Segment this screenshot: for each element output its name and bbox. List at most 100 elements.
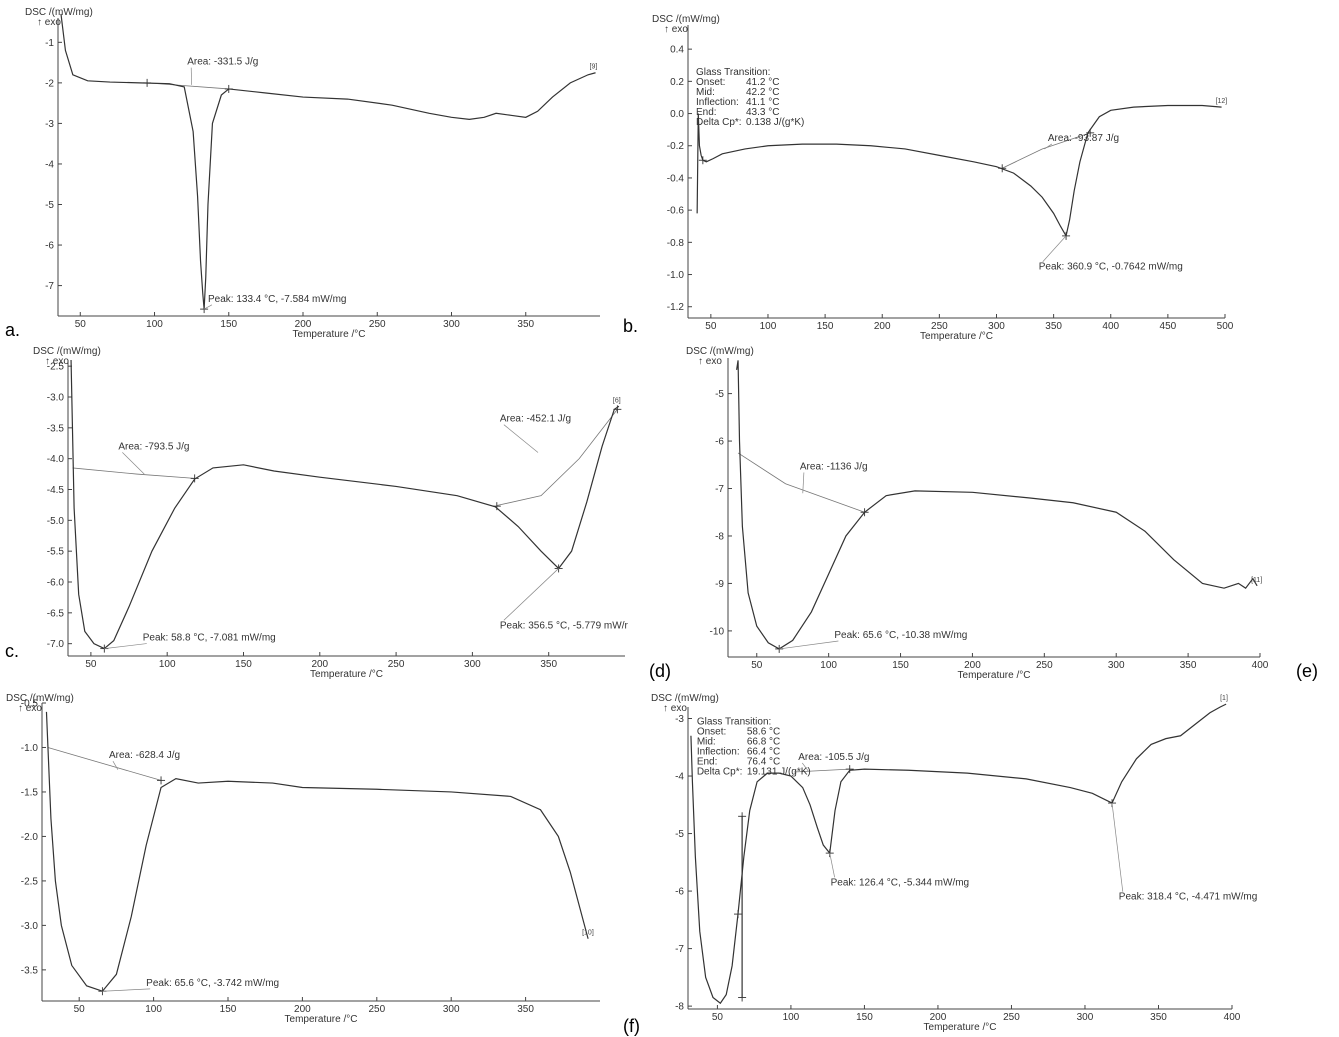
x-tick-label: 100: [760, 321, 777, 332]
glass-transition-value: 0.138 J/(g*K): [746, 117, 804, 128]
x-axis-title: Temperature /°C: [958, 670, 1031, 681]
x-axis-title: Temperature /°C: [310, 669, 383, 680]
y-tick-label: -0.8: [667, 238, 685, 249]
x-tick-label: 100: [820, 660, 837, 671]
x-tick-label: 50: [751, 660, 763, 671]
glass-transition-label: Delta Cp*:: [697, 766, 743, 777]
chart-panel-5: 50 100 150 200 250 300 350 -0.5 -1.0 -1.5 -2.0 -2.5…: [6, 693, 600, 1025]
y-axis-title: DSC /(mW/mg): [6, 693, 74, 704]
x-tick-label: 150: [220, 1004, 237, 1015]
y-tick-label: -0.4: [667, 173, 685, 184]
glass-transition-label: Onset:: [696, 77, 725, 88]
y-tick-label: -4.0: [47, 454, 65, 465]
annotation-leader: [779, 640, 839, 650]
y-tick-label: 0.2: [670, 77, 684, 88]
y-tick-label: -4: [675, 772, 684, 783]
chart-panel-4: 50 100 150 200 250 300 350 400 -5 -6 -7 -8 -9 -10 DSC …: [686, 346, 1269, 681]
x-tick-label: 150: [235, 659, 252, 670]
x-tick-label: 250: [369, 319, 386, 330]
y-tick-label: -6.5: [47, 608, 65, 619]
y-tick-label: -2.5: [47, 362, 65, 373]
panel-label-b: b.: [623, 316, 638, 336]
annotation-leader: [1042, 235, 1067, 262]
glass-transition-title: Glass Transition:: [697, 716, 771, 727]
dsc-curve: [60, 13, 596, 310]
annotation-label: Area: -452.1 J/g: [500, 414, 571, 425]
y-axis-subtitle: ↑ exo: [45, 356, 69, 367]
annotation-label: Area: -793.5 J/g: [118, 441, 189, 452]
annotation-leader: [1111, 803, 1124, 892]
y-tick-label: -2.0: [21, 832, 39, 843]
y-tick-label: -5.5: [47, 547, 65, 558]
y-tick-label: -8: [715, 531, 724, 542]
y-axis-title: DSC /(mW/mg): [25, 7, 93, 18]
y-tick-label: -5: [675, 829, 684, 840]
x-axis-title: Temperature /°C: [285, 1014, 358, 1025]
glass-transition-value: 42.2 °C: [746, 87, 779, 98]
y-tick-label: 0.4: [670, 45, 684, 56]
y-axis-title: DSC /(mW/mg): [652, 14, 720, 25]
x-tick-label: 50: [712, 1012, 724, 1023]
annotation-label: Peak: 58.8 °C, -7.081 mW/mg: [143, 633, 276, 644]
x-tick-label: 150: [892, 660, 909, 671]
glass-transition-value: 43.3 °C: [746, 107, 779, 118]
y-tick-label: -0.5: [21, 699, 39, 710]
x-tick-label: 200: [874, 321, 891, 332]
x-tick-label: 200: [311, 659, 328, 670]
x-tick-label: 250: [931, 321, 948, 332]
annotation-leader: [1044, 143, 1053, 150]
x-tick-label: 150: [220, 319, 237, 330]
y-tick-label: -6: [715, 437, 724, 448]
glass-transition-label: Inflection:: [696, 97, 739, 108]
y-tick-label: -1.0: [21, 743, 39, 754]
x-tick-label: 100: [783, 1012, 800, 1023]
annotation-leader: [102, 988, 151, 992]
integration-baseline: [47, 747, 162, 781]
y-tick-label: -8: [675, 1002, 684, 1013]
y-tick-label: -1.2: [667, 302, 685, 313]
chart-panel-3: 50 100 150 200 250 300 350 -2.5 -3.0 -3.5 -4.0 -4.5…: [33, 346, 628, 680]
x-axis-title: Temperature /°C: [920, 331, 993, 342]
y-tick-label: -5: [715, 389, 724, 400]
x-tick-label: 350: [1045, 321, 1062, 332]
x-tick-label: 500: [1217, 321, 1234, 332]
curve-tag: [1]: [1220, 695, 1228, 702]
x-tick-label: 300: [988, 321, 1005, 332]
y-tick-label: -4.5: [47, 485, 65, 496]
glass-transition-label: Mid:: [696, 87, 715, 98]
x-tick-label: 350: [540, 659, 557, 670]
integration-baseline: [737, 452, 865, 513]
annotation-label: Peak: 65.6 °C, -10.38 mW/mg: [834, 630, 967, 641]
x-tick-label: 300: [1077, 1012, 1094, 1023]
dsc-curve: [45, 711, 589, 992]
chart-panel-1: 50 100 150 200 250 300 350 -7 -6 -5 -4 -3 -2 -1 DSC /(…: [25, 7, 600, 340]
glass-transition-label: Onset:: [697, 726, 726, 737]
glass-transition-title: Glass Transition:: [696, 67, 770, 78]
glass-transition-label: Inflection:: [697, 746, 740, 757]
y-tick-label: -4: [45, 159, 54, 170]
x-tick-label: 350: [1150, 1012, 1167, 1023]
x-tick-label: 350: [1180, 660, 1197, 671]
annotation-label: Peak: 356.5 °C, -5.779 mW/r: [500, 620, 629, 631]
x-tick-label: 150: [817, 321, 834, 332]
x-tick-label: 200: [930, 1012, 947, 1023]
y-tick-label: -5.0: [47, 516, 65, 527]
y-tick-label: -7.0: [47, 639, 65, 650]
curve-tag: [12]: [1216, 98, 1228, 105]
annotation-label: Peak: 318.4 °C, -4.471 mW/mg: [1119, 892, 1258, 903]
curve-tag: [6]: [613, 397, 621, 404]
x-tick-label: 50: [74, 1004, 86, 1015]
annotation-leader: [122, 452, 145, 475]
y-tick-label: -1.5: [21, 787, 39, 798]
curve-tag: [10]: [582, 930, 594, 937]
y-tick-label: -7: [675, 944, 684, 955]
y-tick-label: -2: [45, 78, 54, 89]
y-tick-label: 0.0: [670, 109, 684, 120]
curve-tag: [11]: [1251, 577, 1262, 584]
x-tick-label: 100: [159, 659, 176, 670]
annotation-leader: [802, 472, 805, 494]
x-tick-label: 350: [517, 1004, 534, 1015]
glass-transition-value: 41.1 °C: [746, 97, 779, 108]
y-axis-subtitle: ↑ exo: [664, 24, 688, 35]
glass-transition-value: 76.4 °C: [747, 756, 780, 767]
